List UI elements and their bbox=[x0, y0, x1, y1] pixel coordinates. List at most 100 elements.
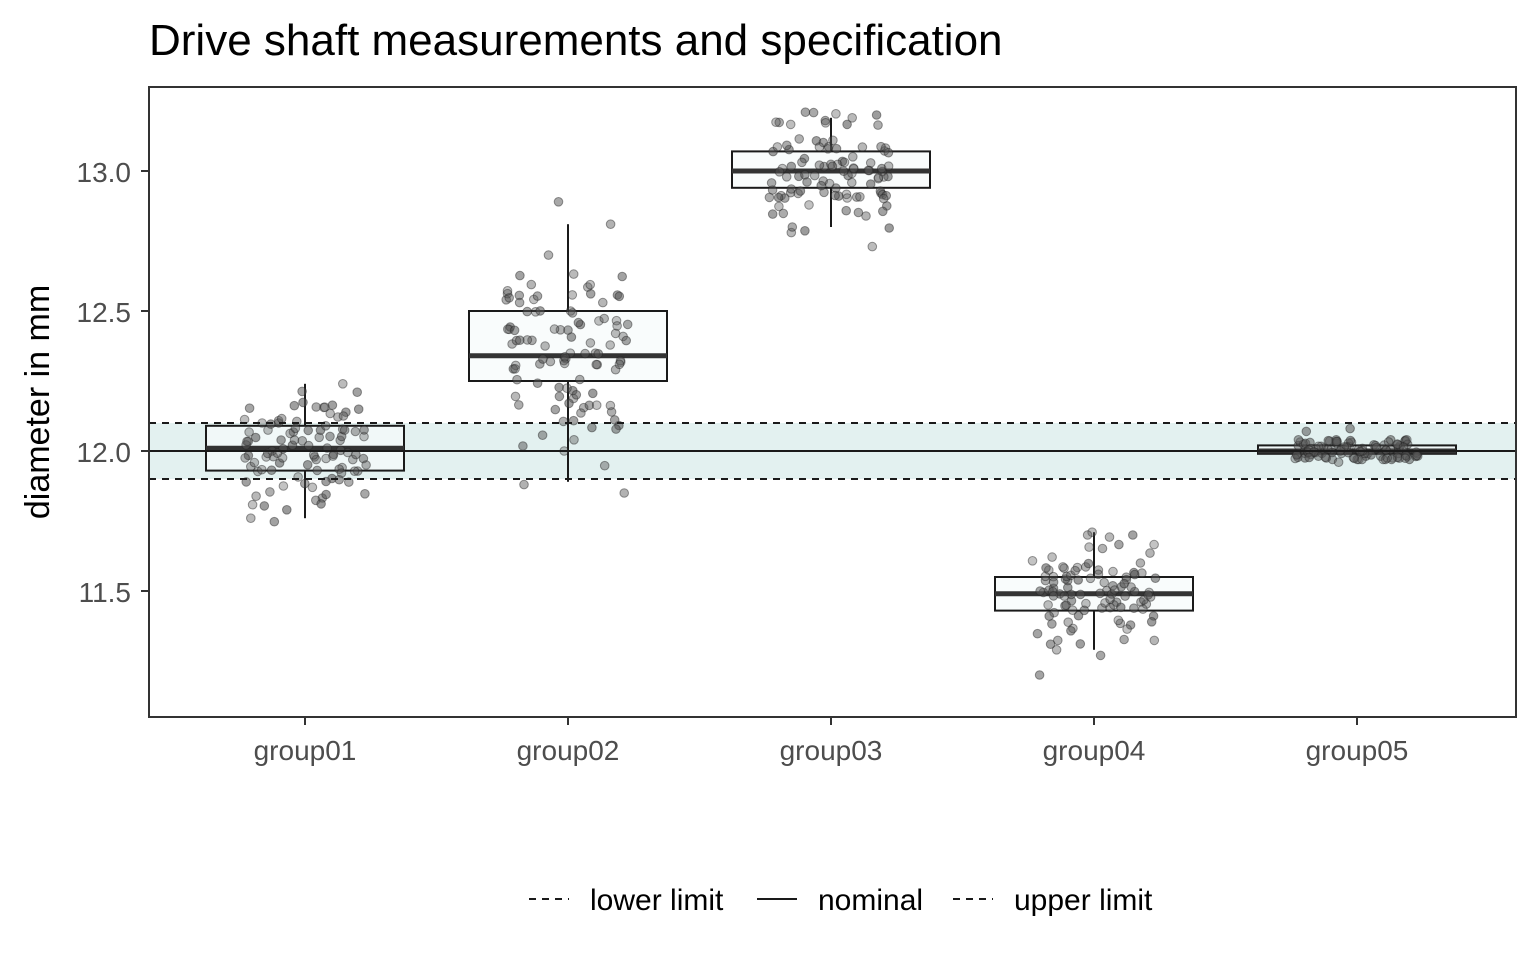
data-point bbox=[282, 505, 292, 515]
data-point bbox=[1095, 650, 1106, 661]
data-point bbox=[1145, 548, 1155, 558]
data-point bbox=[1032, 628, 1043, 639]
data-point bbox=[342, 447, 353, 458]
data-point bbox=[1073, 610, 1084, 621]
data-point bbox=[1108, 566, 1118, 577]
data-point bbox=[360, 489, 370, 499]
data-point bbox=[558, 416, 569, 427]
data-point bbox=[867, 241, 878, 252]
data-point bbox=[837, 156, 848, 167]
data-point bbox=[585, 279, 596, 290]
data-point bbox=[240, 453, 250, 463]
data-point bbox=[251, 491, 261, 502]
data-point bbox=[1061, 571, 1072, 582]
data-point bbox=[1097, 543, 1108, 554]
data-point bbox=[573, 317, 584, 328]
data-point bbox=[325, 408, 336, 419]
data-point bbox=[1125, 620, 1136, 630]
data-point bbox=[297, 436, 308, 446]
data-point bbox=[1349, 453, 1359, 464]
data-point bbox=[319, 402, 329, 413]
data-point bbox=[839, 157, 850, 168]
data-point bbox=[1105, 602, 1115, 613]
data-point bbox=[1119, 634, 1129, 645]
data-point bbox=[615, 355, 626, 366]
data-point bbox=[1380, 454, 1391, 465]
data-point bbox=[584, 400, 595, 411]
data-point bbox=[1100, 598, 1110, 608]
data-point bbox=[518, 441, 528, 451]
data-point bbox=[350, 426, 361, 437]
box-group02 bbox=[468, 310, 668, 382]
data-point bbox=[553, 197, 564, 207]
data-point bbox=[848, 152, 858, 162]
data-point bbox=[877, 163, 887, 174]
data-point bbox=[764, 192, 775, 203]
data-point bbox=[855, 192, 865, 202]
data-point bbox=[838, 166, 849, 176]
data-point bbox=[1093, 569, 1104, 580]
data-point bbox=[1067, 605, 1078, 616]
data-point bbox=[781, 172, 792, 182]
data-point bbox=[785, 119, 796, 130]
data-point bbox=[1099, 577, 1109, 588]
data-point bbox=[341, 407, 351, 418]
data-point bbox=[1059, 591, 1070, 601]
data-point bbox=[538, 354, 548, 364]
data-point bbox=[1400, 453, 1410, 464]
data-point bbox=[773, 192, 784, 203]
data-point bbox=[246, 513, 256, 524]
data-point bbox=[1143, 590, 1153, 600]
data-point bbox=[585, 338, 596, 348]
data-point bbox=[1109, 585, 1120, 595]
data-point bbox=[504, 293, 515, 303]
data-point bbox=[842, 193, 853, 203]
data-point bbox=[565, 306, 576, 316]
data-point bbox=[250, 432, 261, 443]
data-point bbox=[510, 391, 521, 402]
data-point bbox=[1027, 556, 1038, 566]
data-point bbox=[349, 466, 360, 477]
data-point bbox=[321, 453, 331, 464]
data-point bbox=[339, 425, 350, 435]
data-point bbox=[847, 168, 857, 179]
data-point bbox=[1048, 577, 1059, 588]
data-point bbox=[1146, 617, 1157, 627]
data-point bbox=[566, 332, 577, 342]
data-point bbox=[501, 295, 512, 305]
data-point bbox=[588, 388, 598, 399]
data-point bbox=[559, 355, 569, 366]
data-point bbox=[526, 279, 537, 290]
data-point bbox=[820, 115, 831, 126]
data-point bbox=[865, 158, 876, 168]
data-point bbox=[567, 308, 578, 318]
data-point bbox=[1149, 635, 1160, 646]
data-point bbox=[321, 489, 331, 500]
data-point bbox=[320, 402, 330, 413]
data-point bbox=[244, 403, 255, 414]
y-tick-label: 13.0 bbox=[77, 157, 132, 188]
data-point bbox=[847, 177, 857, 188]
data-point bbox=[1129, 586, 1140, 597]
data-point bbox=[246, 461, 256, 472]
data-point bbox=[298, 397, 308, 408]
data-point bbox=[786, 184, 797, 194]
data-point bbox=[1304, 452, 1314, 463]
data-point bbox=[1045, 639, 1056, 650]
data-point bbox=[1383, 437, 1394, 447]
data-point bbox=[1073, 575, 1083, 585]
data-point bbox=[515, 270, 525, 281]
data-point bbox=[337, 462, 347, 473]
data-point bbox=[1072, 562, 1083, 573]
data-point bbox=[567, 290, 578, 300]
data-point bbox=[827, 161, 838, 172]
data-point bbox=[786, 161, 797, 172]
data-point bbox=[1392, 439, 1403, 450]
data-point bbox=[841, 205, 852, 216]
data-point bbox=[1129, 569, 1140, 580]
data-point bbox=[266, 465, 277, 476]
data-point bbox=[514, 297, 525, 308]
data-point bbox=[532, 291, 543, 301]
data-point bbox=[614, 359, 625, 370]
data-point bbox=[863, 165, 874, 176]
